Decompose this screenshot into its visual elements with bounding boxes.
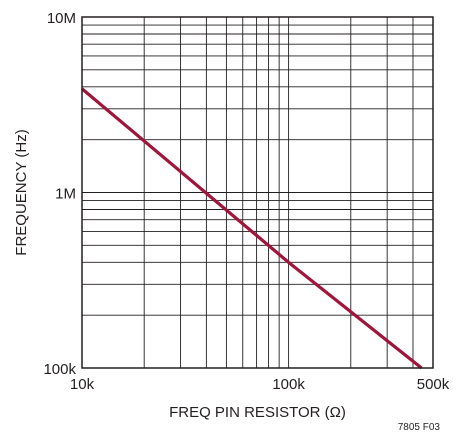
y-tick-label: 1M [55, 186, 76, 203]
figure-id: 7805 F03 [398, 422, 441, 433]
x-tick-label: 10k [70, 376, 95, 393]
series-layer [80, 87, 423, 370]
plot-frame [81, 16, 434, 369]
x-tick-label: 500k [417, 376, 450, 393]
series-line-1 [80, 87, 423, 370]
x-tick-label: 100k [272, 376, 305, 393]
y-tick-label: 10M [47, 10, 76, 27]
x-axis-title: FREQ PIN RESISTOR (Ω) [169, 404, 346, 421]
grid [82, 17, 433, 368]
y-tick-label: 100k [43, 361, 76, 378]
y-axis-title: FREQUENCY (Hz) [13, 129, 30, 255]
